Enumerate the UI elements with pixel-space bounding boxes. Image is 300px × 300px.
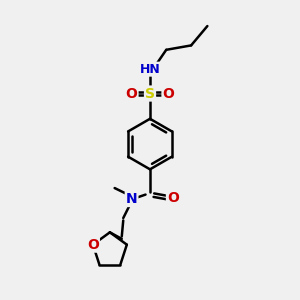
Text: HN: HN: [140, 63, 160, 76]
Text: O: O: [167, 190, 179, 205]
Text: O: O: [126, 86, 137, 100]
Text: O: O: [87, 238, 99, 252]
Text: S: S: [145, 86, 155, 100]
Text: O: O: [163, 86, 174, 100]
Text: N: N: [126, 192, 137, 206]
